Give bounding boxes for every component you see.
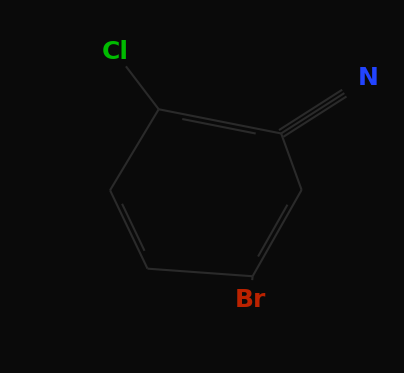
Text: Br: Br — [234, 288, 266, 312]
Text: Cl: Cl — [101, 40, 128, 64]
Text: N: N — [358, 66, 379, 90]
